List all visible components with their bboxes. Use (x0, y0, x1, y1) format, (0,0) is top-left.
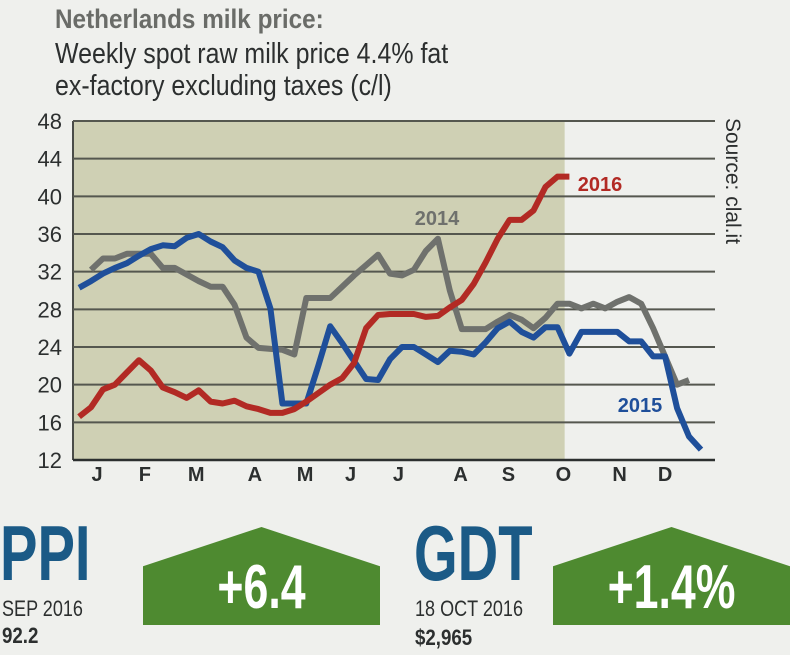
gdt-date: 18 OCT 2016 (415, 596, 523, 621)
y-tick-label: 20 (38, 373, 62, 398)
highlight-region (73, 121, 565, 460)
x-tick-label: J (345, 464, 356, 486)
line-chart: 12 16 20 24 28 32 36 40 44 48 J F M A M J J A S O N D 2014 20… (38, 109, 744, 486)
y-tick-label: 44 (38, 147, 62, 172)
x-tick-label: M (297, 464, 314, 486)
chart-subtitle-line-1: Weekly spot raw milk price 4.4% fat (55, 38, 449, 70)
series-line-2016 (77, 173, 570, 420)
ppi-change-badge: +6.4 (143, 527, 380, 625)
x-tick-label: J (91, 464, 102, 486)
gdt-change-badge: +1.4% (553, 527, 790, 625)
gdt-value: $2,965 (415, 625, 473, 650)
x-tick-label: J (393, 464, 404, 486)
x-tick-label: A (453, 464, 467, 486)
gdt-change: +1.4% (607, 553, 736, 622)
y-tick-label: 12 (38, 448, 62, 473)
series-label-2014: 2014 (415, 208, 460, 230)
series-line-2014 (88, 235, 691, 388)
series-line-2015 (77, 231, 704, 452)
ppi-date: SEP 2016 (2, 596, 83, 621)
chart-title: Netherlands milk price: (55, 4, 324, 34)
y-tick-label: 36 (38, 222, 62, 247)
series-label-2016: 2016 (578, 174, 623, 196)
ppi-change: +6.4 (217, 553, 306, 622)
y-tick-label: 24 (38, 335, 62, 360)
x-tick-label: F (139, 464, 151, 486)
y-tick-label: 28 (38, 297, 62, 322)
ppi-value: 92.2 (2, 623, 39, 648)
y-tick-label: 32 (38, 260, 62, 285)
x-tick-label: D (658, 464, 672, 486)
x-tick-label: M (188, 464, 205, 486)
source-note: Source: clal.it (721, 118, 744, 244)
x-tick-label: N (612, 464, 626, 486)
x-tick-label: A (248, 464, 262, 486)
series-label-2015: 2015 (618, 395, 663, 417)
x-tick-label: O (556, 464, 572, 486)
gdt-label: GDT (414, 509, 533, 597)
y-tick-label: 40 (38, 184, 62, 209)
x-tick-label: S (502, 464, 515, 486)
y-tick-label: 16 (38, 410, 62, 435)
ppi-label: PPI (0, 509, 91, 597)
chart-subtitle-line-2: ex-factory excluding taxes (c/l) (55, 70, 392, 102)
y-tick-label: 48 (38, 109, 62, 134)
